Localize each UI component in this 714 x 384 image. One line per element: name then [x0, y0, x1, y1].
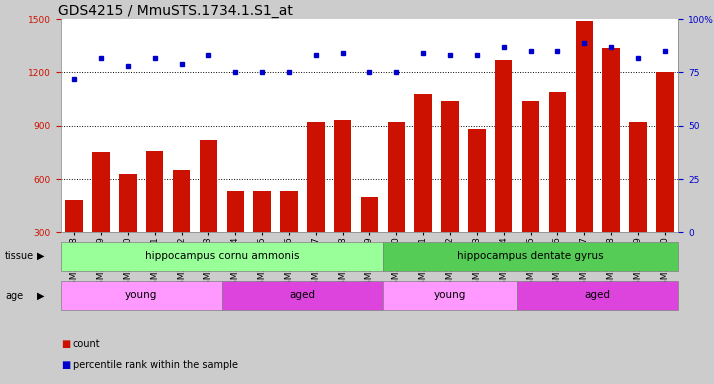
Text: hippocampus dentate gyrus: hippocampus dentate gyrus — [457, 251, 604, 262]
Bar — [656, 73, 673, 232]
Bar — [92, 152, 110, 232]
Bar — [280, 192, 298, 232]
Text: hippocampus cornu ammonis: hippocampus cornu ammonis — [144, 251, 299, 262]
Bar — [173, 170, 190, 232]
Bar — [517, 281, 678, 310]
Text: count: count — [73, 339, 101, 349]
Text: age: age — [5, 291, 23, 301]
Bar — [522, 101, 539, 232]
Bar — [334, 121, 351, 232]
Text: ■: ■ — [61, 339, 70, 349]
Bar — [61, 242, 383, 271]
Text: ▶: ▶ — [37, 291, 45, 301]
Bar — [383, 281, 517, 310]
Bar — [307, 122, 325, 232]
Bar — [603, 48, 620, 232]
Text: tissue: tissue — [5, 251, 34, 261]
Bar — [61, 281, 222, 310]
Bar — [549, 92, 566, 232]
Text: young: young — [125, 290, 157, 301]
Text: aged: aged — [585, 290, 610, 301]
Bar — [441, 101, 459, 232]
Bar — [200, 140, 217, 232]
Bar — [575, 21, 593, 232]
Bar — [66, 200, 83, 232]
Bar — [383, 242, 678, 271]
Bar — [629, 122, 647, 232]
Bar — [495, 60, 513, 232]
Bar — [146, 151, 164, 232]
Bar — [253, 192, 271, 232]
Bar — [119, 174, 136, 232]
Bar — [361, 197, 378, 232]
Text: ▶: ▶ — [37, 251, 45, 261]
Text: aged: aged — [289, 290, 316, 301]
Bar — [222, 281, 383, 310]
Bar — [226, 192, 244, 232]
Bar — [388, 122, 405, 232]
Text: percentile rank within the sample: percentile rank within the sample — [73, 360, 238, 370]
Text: GDS4215 / MmuSTS.1734.1.S1_at: GDS4215 / MmuSTS.1734.1.S1_at — [58, 4, 293, 18]
Text: ■: ■ — [61, 360, 70, 370]
Text: young: young — [434, 290, 466, 301]
Bar — [468, 129, 486, 232]
Bar — [414, 94, 432, 232]
